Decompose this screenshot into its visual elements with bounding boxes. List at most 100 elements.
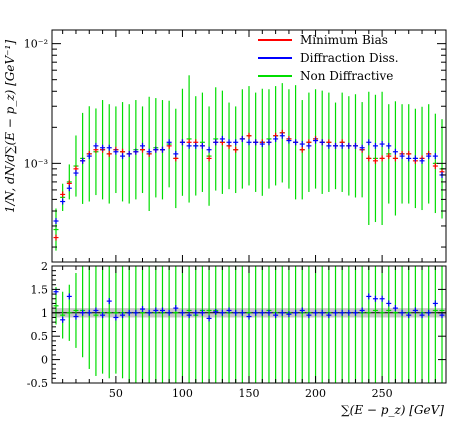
point-diffdiss-42 [333, 142, 339, 149]
ratio-diffdiss-8 [106, 298, 112, 305]
ratio-diffdiss-24 [213, 308, 219, 315]
ratio-nondiff-1 [60, 291, 66, 339]
ratio-diffdiss-22 [199, 309, 205, 316]
ratio-diffdiss-15 [153, 307, 159, 314]
point-diffdiss-28 [239, 135, 245, 142]
ratio-nondiff-27 [233, 266, 239, 383]
ratio-diffdiss-3 [73, 313, 79, 320]
y-tick-label-ratio-3: 1 [41, 307, 48, 320]
point-diffdiss-56 [426, 153, 432, 160]
point-diffdiss-0 [53, 218, 59, 225]
point-diffdiss-35 [286, 137, 292, 144]
point-diffdiss-34 [279, 132, 285, 139]
ratio-diffdiss-51 [392, 305, 398, 312]
point-diffdiss-9 [113, 148, 119, 155]
series-non-diffractive [53, 75, 445, 251]
point-nondiff-24 [213, 87, 219, 191]
point-diffdiss-20 [186, 142, 192, 149]
point-diffdiss-43 [339, 142, 345, 149]
ratio-nondiff-29 [246, 266, 252, 383]
point-minbias-49 [379, 155, 385, 162]
point-diffdiss-32 [266, 139, 272, 146]
point-diffdiss-38 [306, 142, 312, 149]
point-diffdiss-4 [80, 157, 86, 164]
point-diffdiss-40 [319, 139, 325, 146]
ratio-nondiff-36 [293, 266, 299, 383]
ratio-nondiff-56 [426, 266, 432, 383]
ratio-diffdiss-21 [193, 309, 199, 316]
point-diffdiss-51 [392, 148, 398, 155]
ratio-diffdiss-14 [146, 309, 152, 316]
ratio-nondiff-48 [372, 266, 378, 383]
point-diffdiss-48 [372, 142, 378, 149]
ratio-nondiff-15 [153, 266, 159, 383]
ratio-nondiff-37 [299, 266, 305, 383]
point-diffdiss-24 [213, 139, 219, 146]
ratio-nondiff-46 [359, 266, 365, 383]
ratio-diffdiss-1 [60, 316, 66, 323]
ratio-diffdiss-9 [113, 314, 119, 321]
point-diffdiss-50 [386, 142, 392, 149]
point-diffdiss-1 [60, 198, 66, 205]
ratio-nondiff-50 [386, 266, 392, 383]
ratio-diffdiss-45 [352, 309, 358, 316]
ratio-diffdiss-11 [126, 309, 132, 316]
ratio-diffdiss-31 [259, 309, 265, 316]
ratio-diffdiss-34 [279, 309, 285, 316]
point-diffdiss-45 [352, 142, 358, 149]
point-diffdiss-17 [166, 139, 172, 146]
ratio-nondiff-57 [432, 266, 438, 383]
point-diffdiss-53 [406, 155, 412, 162]
point-diffdiss-44 [346, 142, 352, 149]
ratio-diffdiss-42 [333, 309, 339, 316]
ratio-diffdiss-12 [133, 309, 139, 316]
ratio-nondiff-40 [319, 266, 325, 383]
point-diffdiss-3 [73, 170, 79, 177]
y-axis-title: 1/N, dN/d∑(E − p_z) [GeV⁻¹] [3, 40, 17, 213]
point-diffdiss-5 [86, 153, 92, 160]
point-diffdiss-25 [219, 135, 225, 142]
ratio-nondiff-3 [73, 273, 79, 348]
ratio-nondiff-58 [439, 266, 445, 383]
ratio-diffdiss-10 [120, 312, 126, 319]
ratio-diffdiss-30 [253, 309, 259, 316]
x-tick-label-3: 200 [305, 387, 326, 400]
ratio-diffdiss-25 [219, 309, 225, 316]
x-axis-title: ∑(E − p_z) [GeV] [341, 403, 444, 417]
ratio-nondiff-24 [213, 266, 219, 383]
ratio-nondiff-33 [273, 266, 279, 383]
point-diffdiss-33 [273, 135, 279, 142]
legend-label-non-diffractive: Non Diffractive [300, 69, 393, 83]
ratio-nondiff-55 [419, 266, 425, 383]
ratio-nondiff-26 [226, 266, 232, 383]
ratio-nondiff-22 [199, 266, 205, 383]
ratio-nondiff-20 [186, 266, 192, 383]
ratio-diffdiss-55 [419, 312, 425, 319]
point-diffdiss-31 [259, 141, 265, 148]
point-minbias-57 [432, 163, 438, 170]
point-nondiff-32 [266, 89, 272, 189]
ratio-nondiff-13 [140, 266, 146, 383]
ratio-diffdiss-50 [386, 300, 392, 307]
ratio-nondiff-30 [253, 266, 259, 383]
point-minbias-23 [206, 155, 212, 162]
y-tick-label-top-1: 10⁻³ [24, 157, 48, 170]
point-diffdiss-21 [193, 142, 199, 149]
point-diffdiss-49 [379, 141, 385, 148]
ratio-nondiff-34 [279, 266, 285, 383]
ratio-nondiff-44 [346, 266, 352, 383]
ratio-diffdiss-5 [86, 309, 92, 316]
point-diffdiss-19 [179, 139, 185, 146]
x-tick-label-4: 250 [372, 387, 393, 400]
y-tick-label-ratio-5: 2 [41, 260, 48, 273]
point-diffdiss-39 [313, 137, 319, 144]
ratio-series-nondiffractive [53, 266, 445, 383]
ratio-nondiff-6 [93, 266, 99, 376]
ratio-nondiff-31 [259, 266, 265, 383]
point-diffdiss-2 [66, 185, 72, 192]
ratio-diffdiss-18 [173, 305, 179, 312]
ratio-diffdiss-37 [299, 307, 305, 314]
ratio-diffdiss-13 [140, 306, 146, 313]
ratio-nondiff-53 [406, 266, 412, 383]
point-minbias-37 [299, 146, 305, 153]
